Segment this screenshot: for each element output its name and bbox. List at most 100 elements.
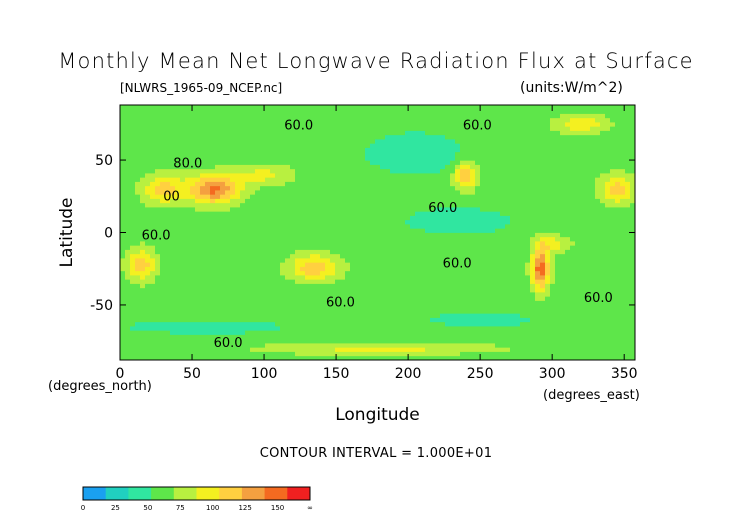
heatmap-cell (285, 143, 291, 148)
heatmap-cell (245, 117, 251, 123)
heatmap-cell (345, 347, 351, 352)
heatmap-cell (240, 122, 246, 127)
heatmap-cell (530, 351, 536, 357)
heatmap-cell (460, 270, 466, 276)
heatmap-cell (400, 279, 406, 284)
heatmap-cell (245, 300, 251, 306)
heatmap-cell (445, 321, 451, 327)
heatmap-cell (140, 202, 146, 208)
heatmap-cell (385, 338, 391, 344)
heatmap-cell (395, 249, 401, 255)
heatmap-cell (185, 202, 191, 208)
heatmap-cell (365, 139, 371, 144)
heatmap-cell (140, 270, 146, 276)
heatmap-cell (295, 253, 301, 259)
heatmap-cell (215, 283, 221, 289)
heatmap-cell (195, 236, 201, 242)
heatmap-cell (285, 122, 291, 127)
heatmap-cell (335, 207, 341, 212)
heatmap-cell (420, 241, 426, 246)
heatmap-cell (515, 283, 521, 289)
heatmap-cell (330, 292, 336, 297)
heatmap-cell (370, 355, 376, 361)
heatmap-cell (240, 326, 246, 331)
heatmap-cell (155, 151, 161, 157)
heatmap-cell (500, 334, 506, 340)
heatmap-cell (225, 173, 231, 178)
heatmap-cell (530, 105, 536, 110)
heatmap-cell (430, 296, 436, 301)
heatmap-cell (335, 198, 341, 204)
heatmap-cell (145, 249, 151, 255)
heatmap-cell (135, 292, 141, 297)
heatmap-cell (365, 236, 371, 242)
heatmap-cell (120, 113, 126, 119)
heatmap-cell (230, 224, 236, 229)
heatmap-cell (265, 156, 271, 161)
heatmap-cell (260, 164, 266, 170)
heatmap-cell (135, 198, 141, 204)
heatmap-cell (330, 173, 336, 178)
heatmap-cell (430, 338, 436, 344)
heatmap-cell (350, 105, 356, 110)
heatmap-cell (365, 287, 371, 293)
heatmap-cell (375, 215, 381, 221)
heatmap-cell (385, 245, 391, 250)
heatmap-cell (220, 300, 226, 306)
heatmap-cell (150, 126, 156, 131)
heatmap-cell (405, 185, 411, 191)
heatmap-cell (220, 105, 226, 110)
heatmap-cell (240, 224, 246, 229)
heatmap-cell (455, 292, 461, 297)
heatmap-cell (350, 347, 356, 352)
heatmap-cell (285, 292, 291, 297)
heatmap-cell (125, 317, 131, 323)
heatmap-cell (235, 287, 241, 293)
heatmap-cell (475, 134, 481, 140)
heatmap-cell (365, 351, 371, 357)
heatmap-cell (160, 313, 166, 318)
heatmap-cell (135, 224, 141, 229)
heatmap-cell (380, 241, 386, 246)
heatmap-cell (300, 355, 306, 361)
heatmap-cell (225, 270, 231, 276)
heatmap-cell (395, 275, 401, 280)
heatmap-cell (160, 117, 166, 123)
heatmap-cell (260, 334, 266, 340)
heatmap-cell (140, 224, 146, 229)
heatmap-cell (420, 185, 426, 191)
heatmap-cell (395, 117, 401, 123)
heatmap-cell (500, 270, 506, 276)
heatmap-cell (315, 304, 321, 310)
heatmap-cell (305, 219, 311, 225)
heatmap-cell (295, 143, 301, 148)
heatmap-cell (465, 258, 471, 263)
heatmap-cell (160, 143, 166, 148)
heatmap-cell (495, 198, 501, 204)
heatmap-cell (505, 105, 511, 110)
heatmap-cell (190, 241, 196, 246)
heatmap-cell (210, 338, 216, 344)
heatmap-cell (410, 224, 416, 229)
heatmap-cell (250, 122, 256, 127)
heatmap-cell (405, 177, 411, 182)
heatmap-cell (120, 266, 126, 272)
heatmap-cell (350, 211, 356, 216)
heatmap-cell (455, 198, 461, 204)
heatmap-cell (265, 113, 271, 119)
heatmap-cell (295, 347, 301, 352)
heatmap-cell (150, 321, 156, 327)
heatmap-cell (120, 105, 126, 110)
heatmap-cell (230, 232, 236, 238)
heatmap-cell (280, 139, 286, 144)
heatmap-cell (385, 156, 391, 161)
heatmap-cell (505, 309, 511, 314)
heatmap-cell (340, 143, 346, 148)
heatmap-cell (230, 173, 236, 178)
heatmap-cell (395, 164, 401, 170)
heatmap-cell (530, 313, 536, 318)
heatmap-cell (320, 283, 326, 289)
heatmap-cell (420, 181, 426, 187)
heatmap-cell (410, 326, 416, 331)
heatmap-cell (490, 249, 496, 255)
